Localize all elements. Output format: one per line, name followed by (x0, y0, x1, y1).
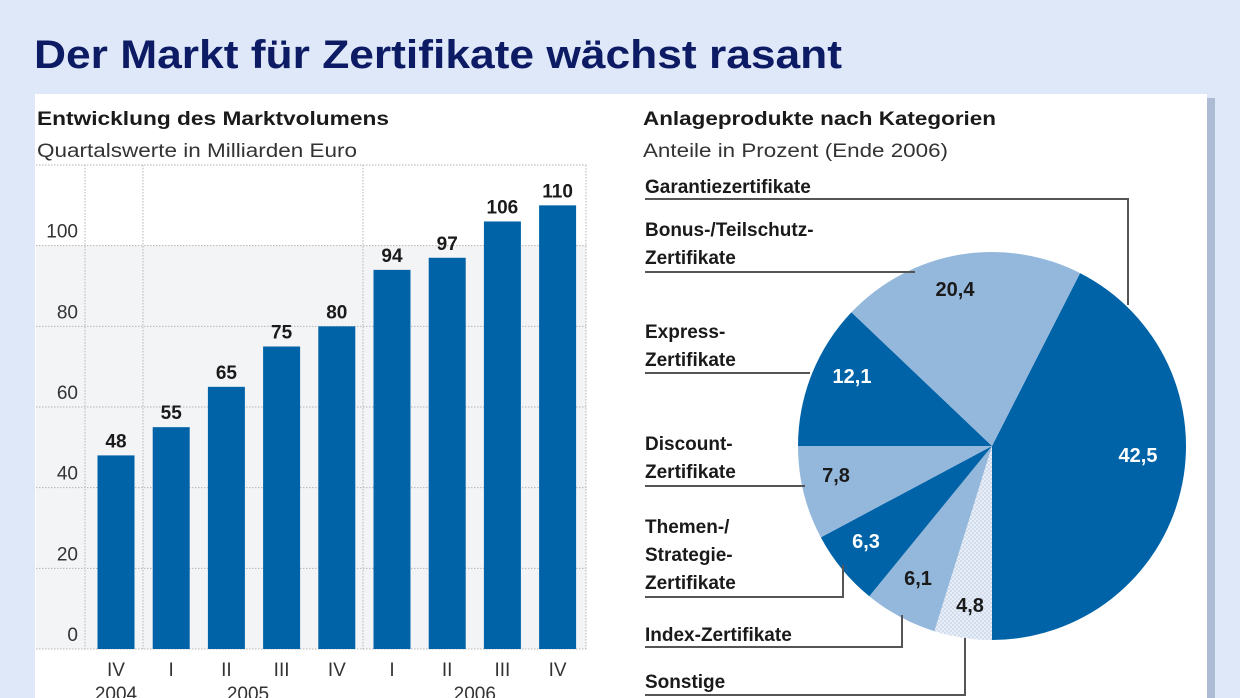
bar-value-label: 94 (381, 246, 403, 267)
category-label: Zertifikate (645, 248, 736, 269)
bar-value-label: 75 (271, 323, 293, 344)
category-label: Zertifikate (645, 573, 736, 594)
x-tick-label: I (389, 660, 394, 681)
y-tick-label: 20 (57, 544, 78, 565)
pie-slice (851, 252, 1081, 446)
bar (318, 326, 356, 649)
pie-slice (820, 446, 992, 597)
x-tick-label: III (274, 660, 290, 681)
x-tick-label: I (169, 660, 174, 681)
pie-slice (798, 446, 992, 538)
x-tick-label: II (442, 660, 453, 681)
x-tick-label: II (221, 660, 232, 681)
slice-value-label: 6,1 (904, 568, 932, 590)
pie-slice (798, 312, 992, 446)
leader-line (645, 638, 966, 696)
category-label: Index-Zertifikate (645, 625, 792, 646)
category-label: Discount- (645, 434, 733, 455)
bar-chart-subtitle: Quartalswerte in Milliarden Euro (37, 141, 357, 162)
x-year-label: 2005 (227, 684, 269, 698)
x-tick-label: IV (328, 660, 346, 681)
bar (428, 257, 466, 649)
pie-chart-title: Anlageprodukte nach Kategorien (643, 109, 996, 130)
leader-line (645, 198, 1129, 305)
bar-value-label: 97 (437, 234, 458, 255)
bar-value-label: 55 (161, 403, 183, 424)
x-tick-label: III (494, 660, 510, 681)
pie-chart-subtitle: Anteile in Prozent (Ende 2006) (643, 141, 948, 162)
bar-value-label: 80 (326, 302, 347, 323)
bar-value-label: 106 (487, 197, 519, 218)
bar (539, 205, 577, 650)
bar (373, 269, 411, 649)
category-label: Garantiezertifikate (645, 177, 811, 198)
bar (263, 346, 301, 649)
x-tick-label: IV (549, 660, 567, 681)
bar (97, 455, 135, 649)
bar-value-label: 48 (105, 431, 126, 452)
slice-value-label: 4,8 (956, 595, 984, 617)
page-title: Der Markt für Zertifikate wächst rasant (34, 33, 842, 77)
bar-chart: Entwicklung des Marktvolumens Quartalswe… (36, 109, 587, 698)
category-label: Zertifikate (645, 350, 736, 371)
y-tick-label: 0 (67, 625, 78, 646)
category-label: Zertifikate (645, 462, 736, 483)
category-label: Themen-/ (645, 517, 730, 538)
category-label: Sonstige (645, 672, 725, 693)
category-label: Bonus-/Teilschutz- (645, 220, 814, 241)
y-tick-label: 40 (57, 464, 78, 485)
category-label: Express- (645, 322, 725, 343)
category-label: Strategie- (645, 545, 733, 566)
bar (207, 386, 245, 649)
slice-value-label: 20,4 (936, 279, 976, 301)
bar-value-label: 110 (542, 181, 573, 202)
x-tick-label: IV (107, 660, 125, 681)
x-year-label: 2004 (95, 684, 138, 698)
bar (152, 427, 190, 649)
slice-value-label: 12,1 (833, 366, 872, 388)
bar-chart-title: Entwicklung des Marktvolumens (37, 109, 389, 130)
leader-line (645, 615, 903, 648)
panel-shadow (1207, 98, 1215, 698)
y-tick-label: 100 (46, 222, 78, 243)
slice-value-label: 42,5 (1119, 445, 1158, 467)
slice-value-label: 7,8 (822, 465, 850, 487)
y-tick-label: 80 (57, 302, 78, 323)
y-tick-label: 60 (57, 383, 78, 404)
x-year-label: 2006 (454, 684, 496, 698)
bar (483, 221, 521, 649)
slice-value-label: 6,3 (852, 531, 880, 553)
leader-line (645, 565, 844, 598)
pie-slice (992, 273, 1186, 640)
pie-chart: Anlageprodukte nach Kategorien Anteile i… (643, 109, 1186, 696)
pie-slice (934, 446, 992, 640)
pie-slice (869, 446, 992, 632)
bar-value-label: 65 (216, 363, 238, 384)
